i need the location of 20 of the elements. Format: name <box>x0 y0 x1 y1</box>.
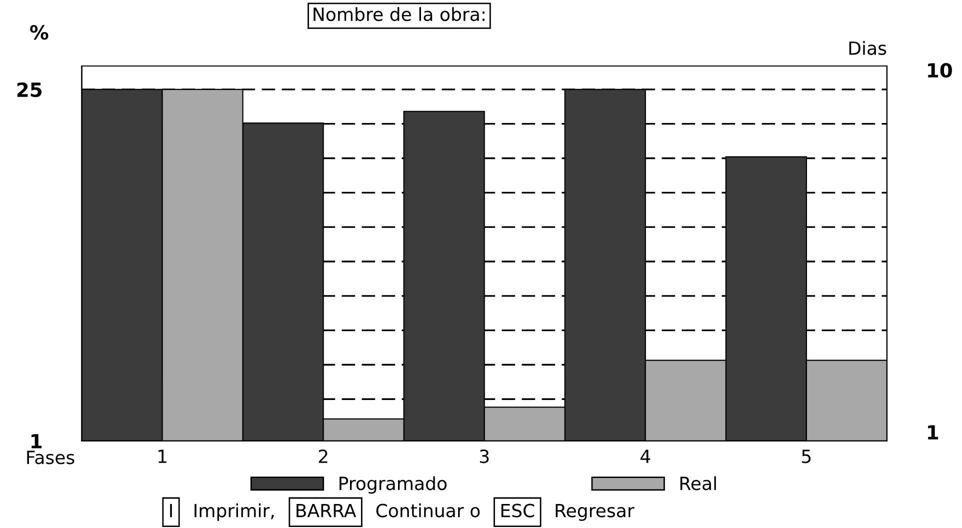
text: Imprimir, <box>194 503 274 521</box>
y-axis-title: % <box>30 25 48 40</box>
legend-label: Programado <box>340 476 447 494</box>
text: Continuar o <box>376 503 480 518</box>
text: Regresar <box>556 504 634 521</box>
text: I <box>170 504 172 518</box>
x-tick-label: 4 <box>640 450 650 463</box>
text: ESC <box>501 504 534 518</box>
y2-axis-title: Dias <box>849 41 886 56</box>
x-tick-label: 1 <box>158 450 166 463</box>
legend-label: Real <box>680 476 716 490</box>
x-tick-label: 2 <box>318 450 328 463</box>
x-tick-label: 5 <box>802 450 811 464</box>
y-tick-label: 25 <box>17 82 42 98</box>
y2-tick-label: 1 <box>928 425 938 440</box>
text: BARRA <box>296 504 356 518</box>
x-axis-title: Fases <box>27 450 74 464</box>
chart-title: Nombre de la obra: <box>314 7 484 22</box>
y2-tick-label: 10 <box>928 62 952 78</box>
x-tick-label: 3 <box>480 450 489 464</box>
